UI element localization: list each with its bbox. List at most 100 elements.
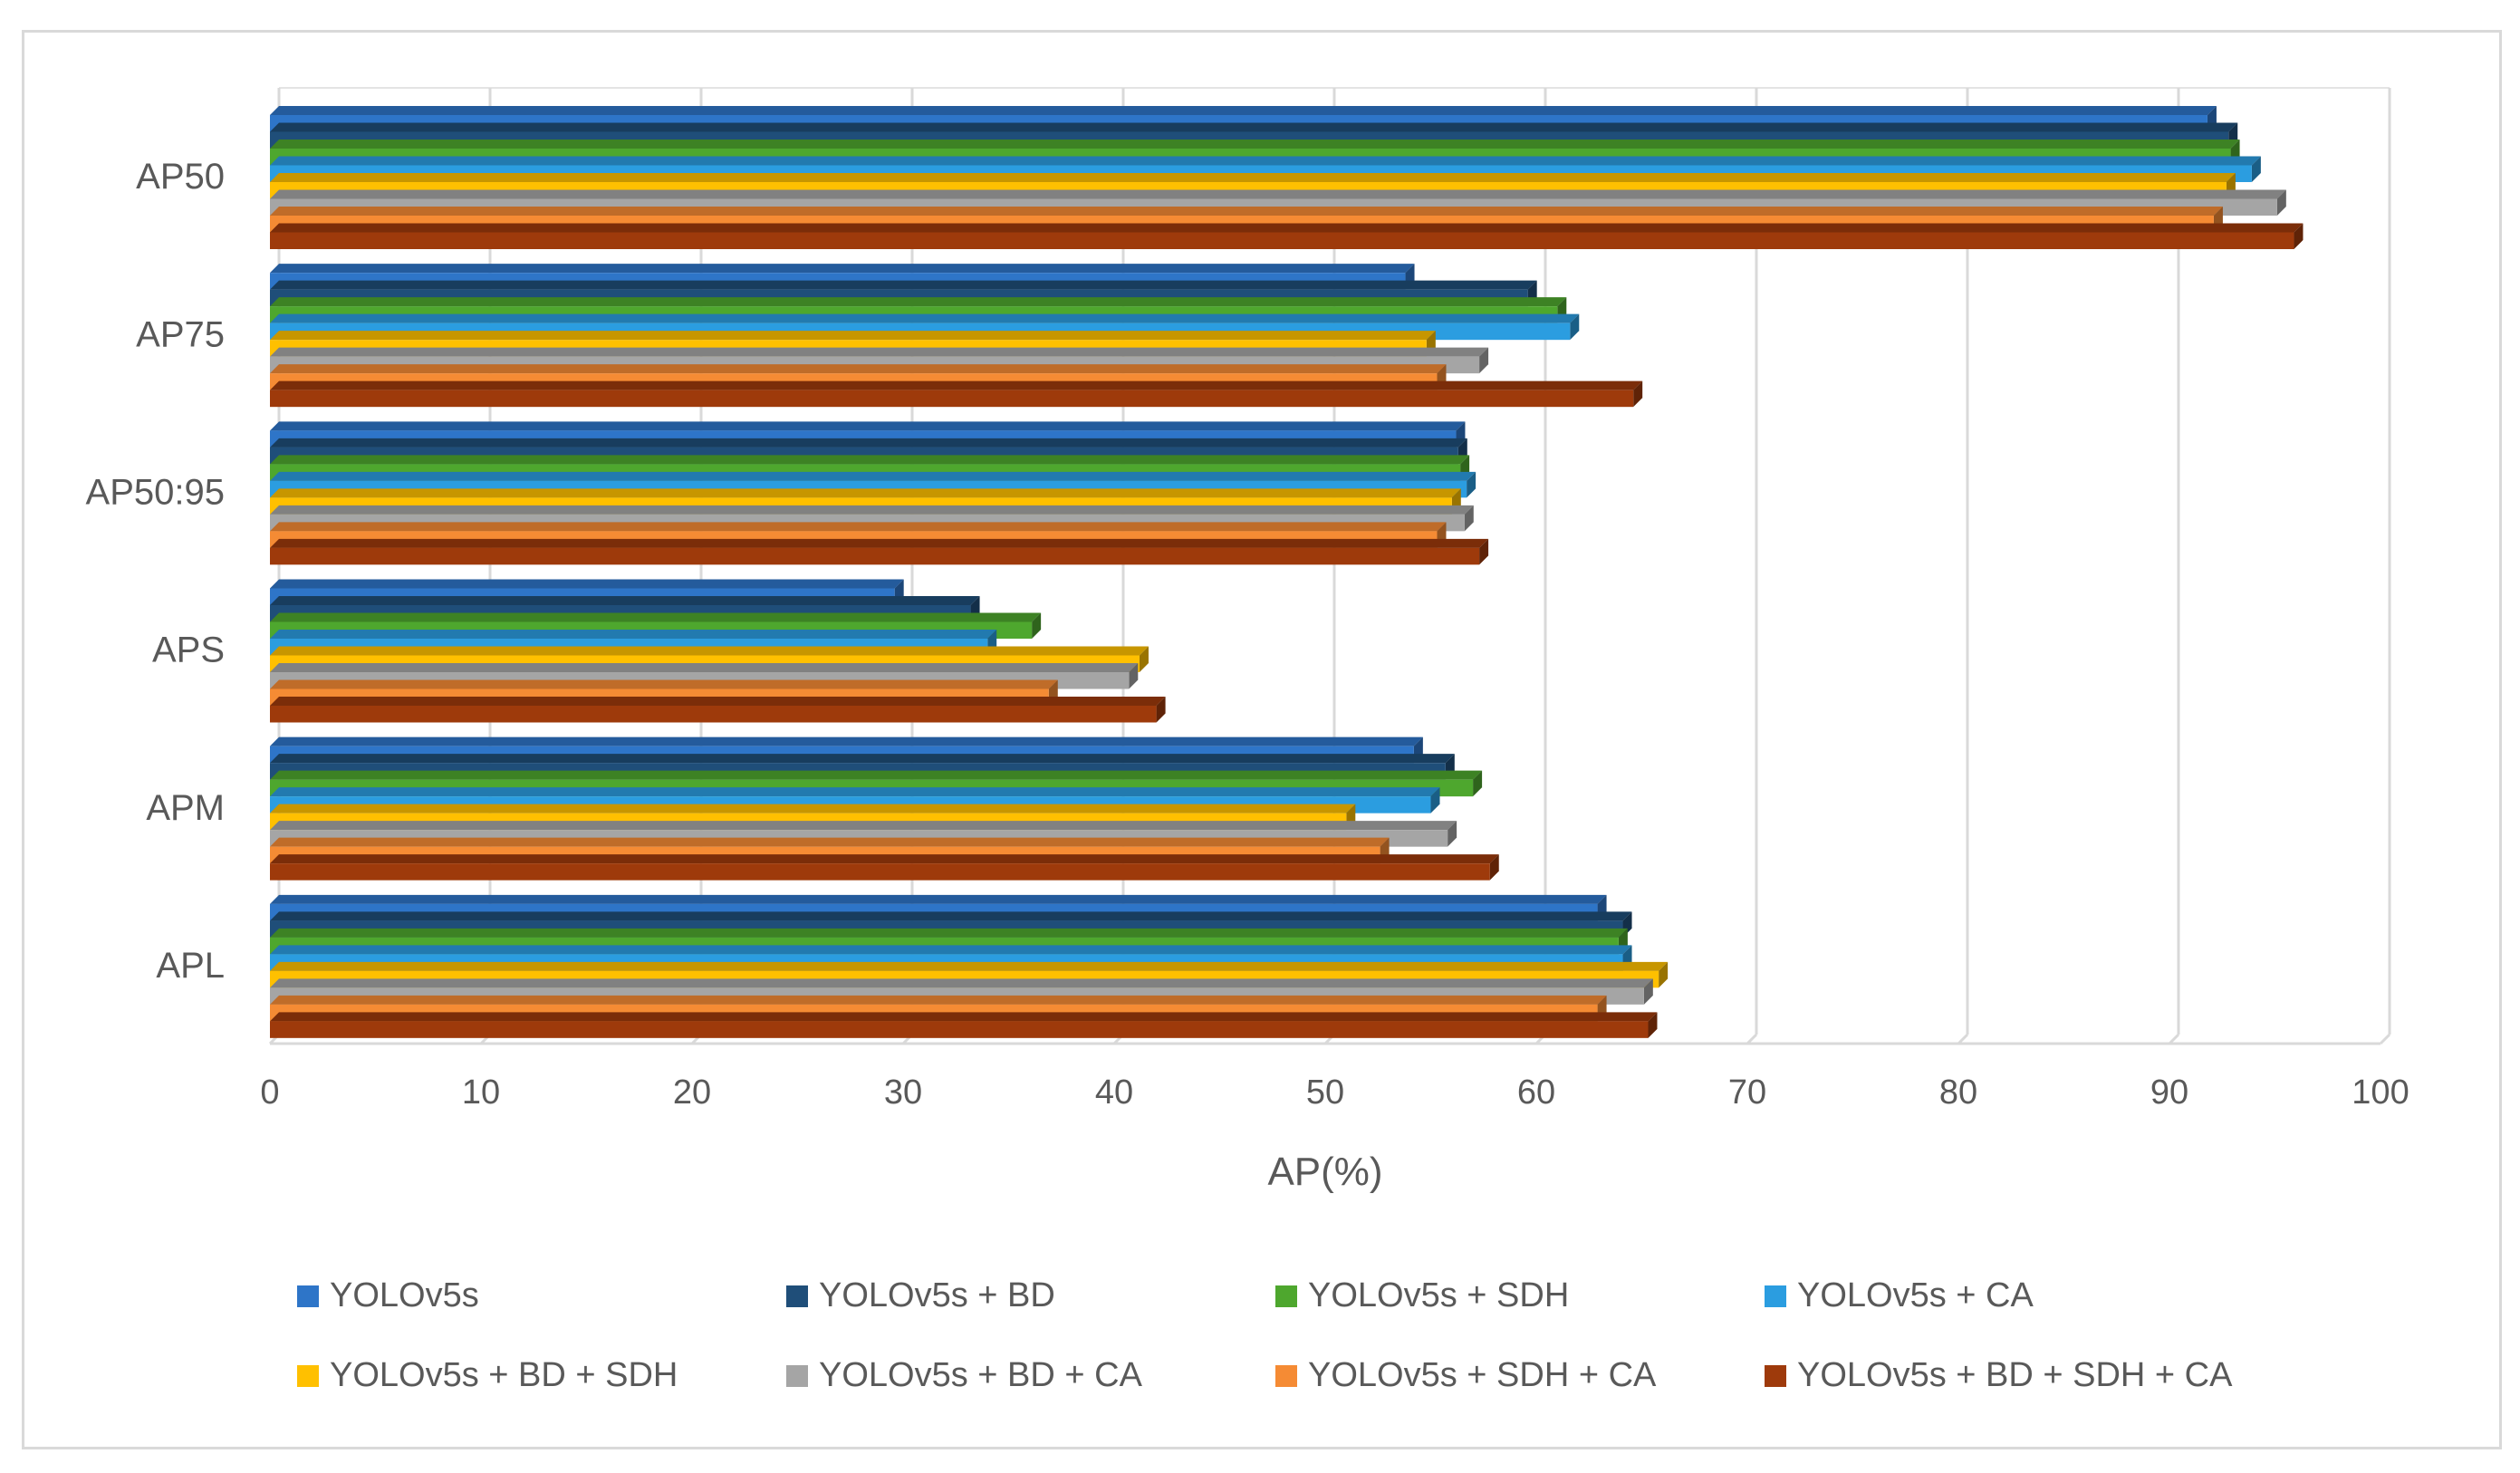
bar-end (1464, 505, 1474, 532)
x-tick-label: 40 (1095, 1073, 1133, 1112)
bar (270, 232, 2294, 249)
y-category-label: APL (156, 946, 225, 986)
bar-top (270, 207, 2223, 216)
x-tick-label: 100 (2352, 1073, 2409, 1112)
bar-end (1648, 1012, 1658, 1038)
bar-end (1032, 612, 1042, 639)
x-axis-title: AP(%) (1267, 1150, 1382, 1194)
bar-end (1479, 347, 1489, 374)
x-tick-label: 20 (673, 1073, 711, 1112)
x-tick-label: 30 (884, 1073, 922, 1112)
bar-top (270, 821, 1457, 831)
bar-top (270, 189, 2286, 199)
y-category-label: AP50:95 (86, 472, 225, 512)
bar (270, 1021, 1649, 1038)
legend-label: YOLOv5s + BD + SDH (330, 1356, 678, 1394)
bar-top (270, 679, 1058, 689)
y-category-label: APS (152, 631, 225, 670)
bar-top (270, 471, 1476, 481)
bar-top (270, 347, 1489, 357)
bar (270, 390, 1634, 408)
legend-label: YOLOv5s + BD (819, 1276, 1055, 1314)
bar-top (270, 630, 997, 639)
bar-top (270, 280, 1537, 290)
x-tick-label: 70 (1728, 1073, 1766, 1112)
legend-label: YOLOv5s + BD + SDH + CA (1797, 1356, 2233, 1394)
bar-top (270, 438, 1467, 448)
bar-top (270, 106, 2217, 115)
bar-top (270, 538, 1489, 548)
gridline-floor (2379, 1033, 2391, 1045)
bar-end (1467, 471, 1476, 498)
bar-end (1448, 821, 1457, 847)
legend-label: YOLOv5s + CA (1797, 1276, 2034, 1314)
legend-label: YOLOv5s + SDH (1308, 1276, 1569, 1314)
legend-label: YOLOv5s + BD + CA (819, 1356, 1143, 1394)
bar-end (2294, 223, 2304, 249)
bar (270, 706, 1157, 723)
bar-end (2251, 156, 2261, 182)
bar-top (270, 173, 2236, 182)
bar-top (270, 894, 1607, 904)
bar (270, 547, 1480, 565)
bar-end (1473, 770, 1483, 797)
bar-top (270, 380, 1643, 390)
x-tick-label: 60 (1517, 1073, 1555, 1112)
bar-top (270, 945, 1632, 955)
bar-top (270, 223, 2304, 233)
bar-top (270, 911, 1632, 921)
bar-top (270, 928, 1628, 938)
bar-top (270, 488, 1461, 498)
bar-top (270, 156, 2261, 166)
legend-swatch (786, 1285, 808, 1307)
bar-top (270, 978, 1653, 988)
bar-top (270, 697, 1166, 706)
bar-top (270, 961, 1669, 971)
legend-swatch (297, 1365, 319, 1387)
legend-label: YOLOv5s + SDH + CA (1308, 1356, 1657, 1394)
bar-end (1659, 961, 1669, 988)
bar-top (270, 612, 1042, 622)
bar-end (1430, 787, 1440, 814)
bar-top (270, 770, 1483, 780)
bar-top (270, 787, 1440, 797)
legend-swatch (1765, 1285, 1786, 1307)
bar-top (270, 364, 1447, 374)
bar-top (270, 522, 1447, 532)
bar-top (270, 140, 2240, 149)
bar-top (270, 122, 2238, 132)
bar-top (270, 264, 1415, 274)
bar-top (270, 579, 904, 589)
y-category-label: APM (146, 788, 225, 828)
bar-top (270, 505, 1474, 515)
legend-swatch (1275, 1365, 1297, 1387)
bar-end (1479, 538, 1489, 565)
bar-top (270, 646, 1149, 656)
bar-end (1570, 313, 1580, 341)
bar (270, 863, 1490, 881)
bar-end (1156, 697, 1166, 723)
bar-top (270, 297, 1567, 307)
legend-swatch (1275, 1285, 1297, 1307)
x-tick-label: 10 (462, 1073, 500, 1112)
bar-top (270, 736, 1423, 746)
bar-top (270, 663, 1139, 672)
bar-top (270, 421, 1466, 431)
x-tick-label: 50 (1306, 1073, 1344, 1112)
legend-swatch (1765, 1365, 1786, 1387)
x-tick-label: 90 (2150, 1073, 2188, 1112)
bar-top (270, 596, 980, 605)
legend-label: YOLOv5s (330, 1276, 479, 1314)
gridline-floor (2168, 1033, 2180, 1045)
gridline-floor (1746, 1033, 1758, 1045)
bar-top (270, 804, 1356, 814)
x-tick-label: 80 (1939, 1073, 1977, 1112)
legend-swatch (786, 1365, 808, 1387)
bar-top (270, 455, 1470, 465)
bar-top (270, 837, 1390, 847)
bar-end (1643, 978, 1653, 1005)
bar-top (270, 1012, 1658, 1022)
y-category-label: AP50 (136, 157, 225, 197)
bar-end (2276, 189, 2286, 216)
